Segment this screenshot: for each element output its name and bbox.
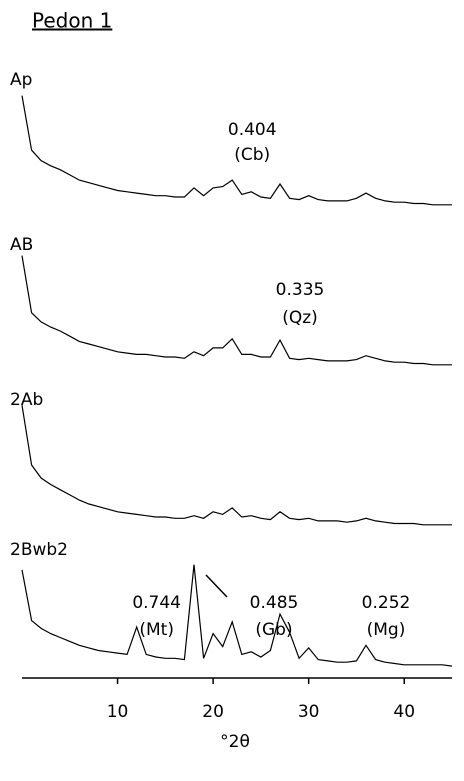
- x-tick-label: 40: [393, 702, 415, 722]
- x-tick-label: 20: [202, 702, 224, 722]
- xrd-trace: [21, 95, 452, 206]
- series-label: 2Ab: [10, 390, 43, 410]
- peak-spacing: 0.252: [362, 593, 411, 613]
- peak-spacing: 0.404: [228, 120, 277, 140]
- peak-mineral: (Mg): [367, 620, 406, 640]
- xrd-trace: [21, 405, 452, 526]
- x-tick-label: 10: [107, 702, 129, 722]
- peak-mineral: (Cb): [234, 145, 270, 165]
- chart-title: Pedon 1: [32, 9, 112, 33]
- peak-spacing: 0.744: [132, 593, 181, 613]
- series-label: AB: [10, 235, 33, 255]
- x-axis-label: °2θ: [220, 732, 250, 752]
- x-tick-label: 30: [298, 702, 320, 722]
- leader-line: [205, 574, 228, 598]
- peak-mineral: (Gb): [255, 620, 292, 640]
- peak-spacing: 0.335: [276, 280, 325, 300]
- xrd-trace: [21, 564, 453, 667]
- series-label: 2Bwb2: [10, 540, 68, 560]
- peak-spacing: 0.485: [250, 593, 299, 613]
- peak-mineral: (Qz): [282, 308, 318, 328]
- xrd-trace: [21, 255, 452, 366]
- series-label: Ap: [10, 70, 32, 90]
- peak-mineral: (Mt): [139, 620, 174, 640]
